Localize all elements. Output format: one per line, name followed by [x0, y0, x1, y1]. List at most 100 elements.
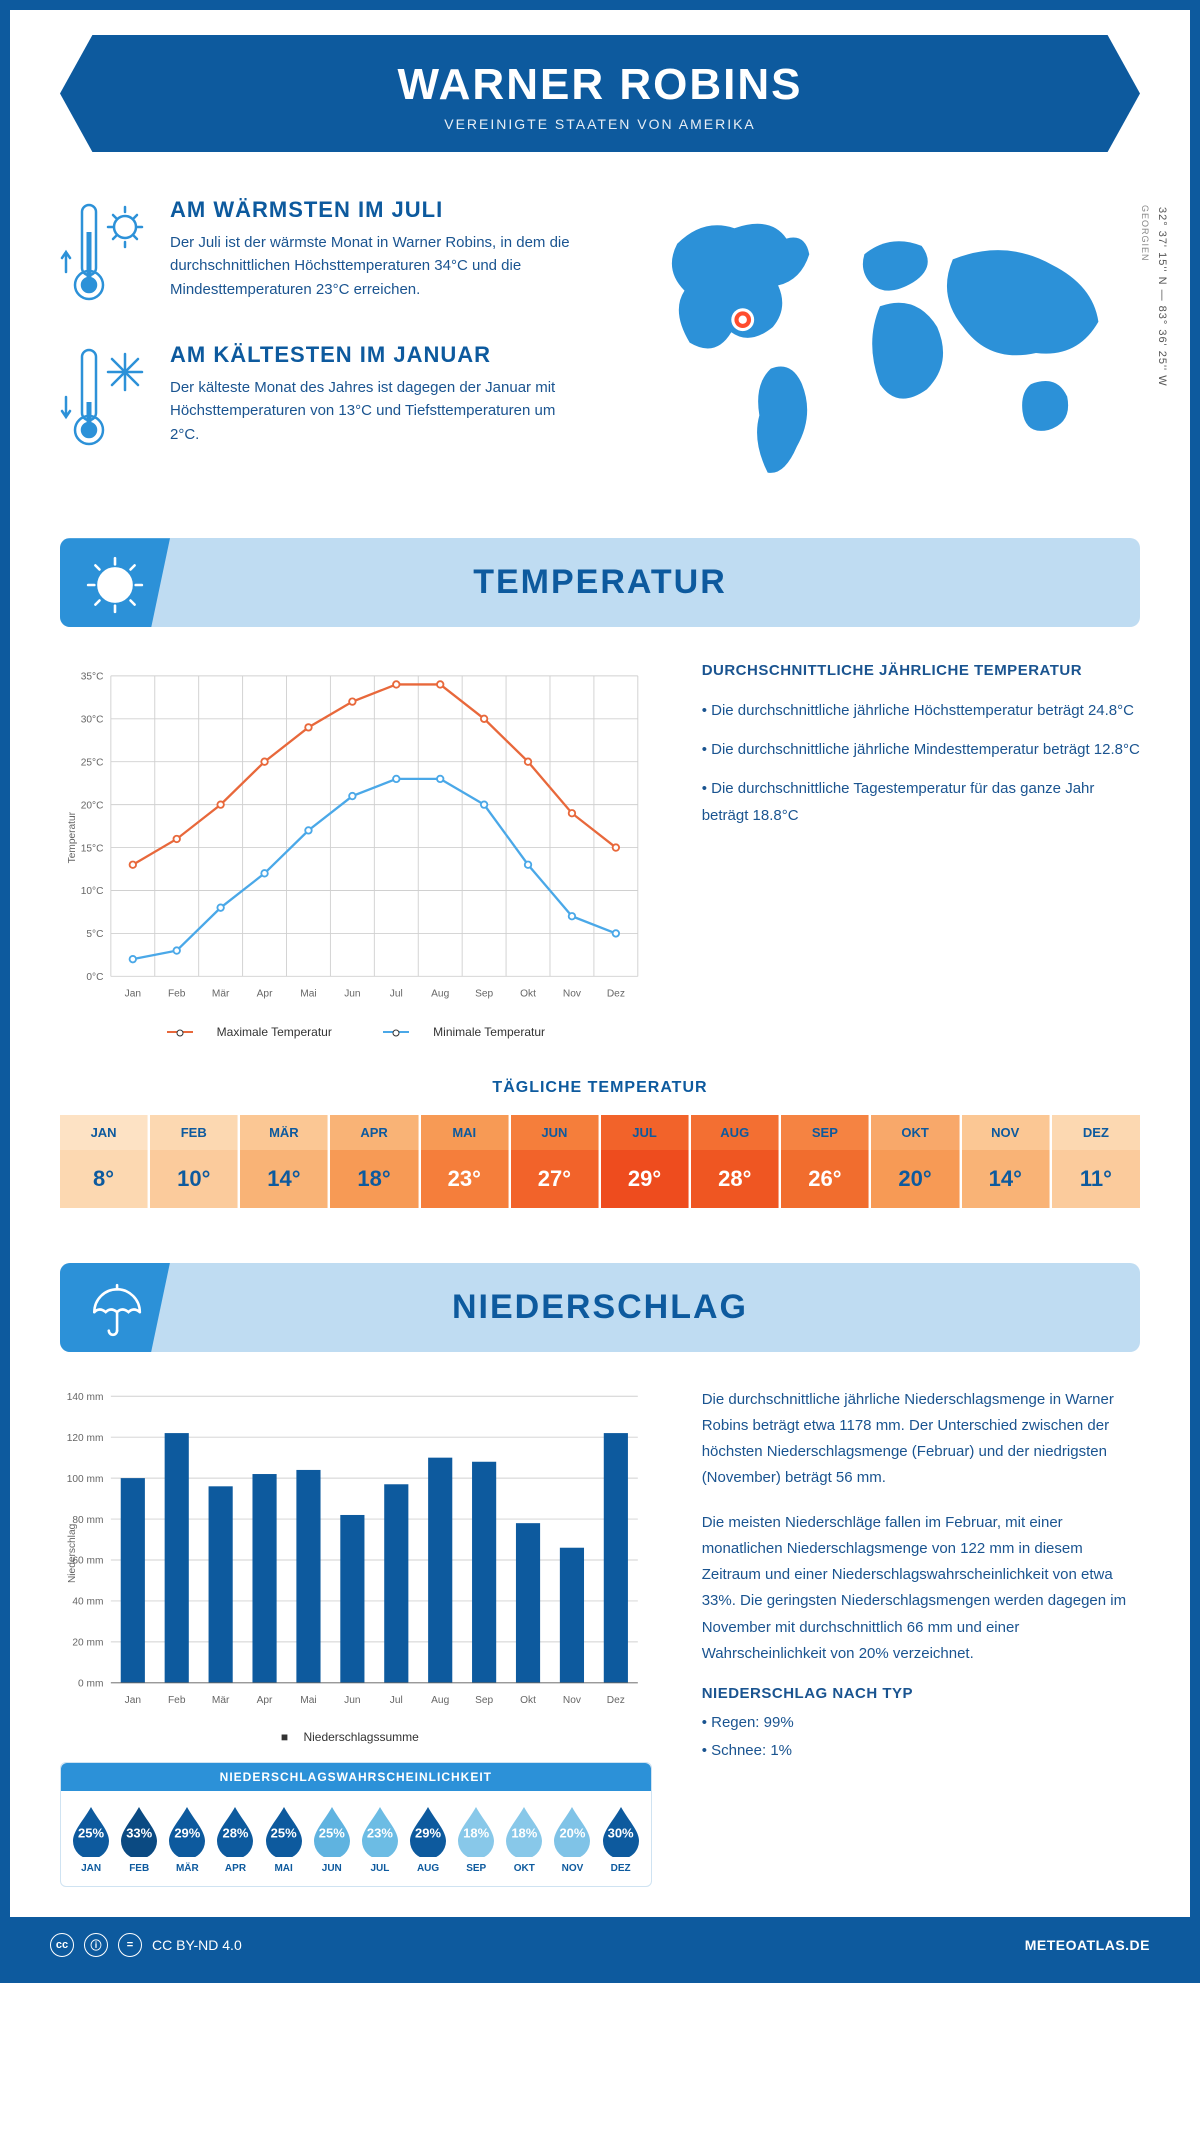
site-name: METEOATLAS.DE [1025, 1937, 1150, 1953]
daily-temp-value: 14° [962, 1150, 1050, 1208]
prob-cell: 25%JAN [69, 1803, 113, 1874]
prob-cell: 30%DEZ [599, 1803, 643, 1874]
cc-icon: cc [50, 1933, 74, 1957]
svg-text:Aug: Aug [431, 989, 449, 1000]
daily-temp-value: 27° [511, 1150, 599, 1208]
month-header: AUG [691, 1115, 779, 1150]
svg-text:Dez: Dez [607, 989, 625, 1000]
month-header: MÄR [240, 1115, 328, 1150]
header: WARNER ROBINS VEREINIGTE STAATEN VON AME… [60, 35, 1140, 152]
svg-text:0°C: 0°C [86, 972, 103, 983]
coords-label: 32° 37' 15'' N — 83° 36' 25'' W [1156, 207, 1168, 387]
svg-text:Mai: Mai [300, 989, 316, 1000]
prob-cell: 18%SEP [454, 1803, 498, 1874]
nd-icon: = [118, 1933, 142, 1957]
world-map: GEORGIEN 32° 37' 15'' N — 83° 36' 25'' W [620, 197, 1140, 493]
intro-section: AM WÄRMSTEN IM JULI Der Juli ist der wär… [60, 197, 1140, 493]
drop-icon: 30% [599, 1803, 643, 1857]
svg-text:35°C: 35°C [81, 672, 104, 683]
daily-temp-value: 8° [60, 1150, 148, 1208]
daily-temp-value: 20° [871, 1150, 959, 1208]
prob-cell: 29%MÄR [165, 1803, 209, 1874]
drop-icon: 29% [406, 1803, 450, 1857]
drop-icon: 29% [165, 1803, 209, 1857]
svg-text:Jan: Jan [125, 989, 141, 1000]
daily-temp-value-row: 8°10°14°18°23°27°29°28°26°20°14°11° [60, 1150, 1140, 1208]
daily-temp-value: 14° [240, 1150, 328, 1208]
prob-cell: 18%OKT [502, 1803, 546, 1874]
thermometer-hot-icon [60, 197, 150, 307]
svg-text:Jun: Jun [344, 1695, 360, 1706]
drop-icon: 23% [358, 1803, 402, 1857]
by-icon: ⓘ [84, 1933, 108, 1957]
svg-text:Aug: Aug [431, 1695, 449, 1706]
svg-text:120 mm: 120 mm [67, 1432, 104, 1443]
svg-text:15°C: 15°C [81, 843, 104, 854]
svg-text:Okt: Okt [520, 989, 536, 1000]
month-header: DEZ [1052, 1115, 1140, 1150]
daily-temp-value: 26° [781, 1150, 869, 1208]
svg-text:Jun: Jun [344, 989, 360, 1000]
prob-cell: 25%JUN [310, 1803, 354, 1874]
svg-text:Okt: Okt [520, 1695, 536, 1706]
precip-chart: 0 mm20 mm40 mm60 mm80 mm100 mm120 mm140 … [60, 1387, 652, 1888]
warmest-title: AM WÄRMSTEN IM JULI [170, 197, 580, 223]
svg-text:20°C: 20°C [81, 801, 104, 812]
precip-aside: Die durchschnittliche jährliche Niedersc… [702, 1387, 1140, 1888]
svg-text:30°C: 30°C [81, 715, 104, 726]
drop-icon: 33% [117, 1803, 161, 1857]
temp-legend: Maximale Temperatur Minimale Temperatur [60, 1025, 652, 1039]
warmest-text: Der Juli ist der wärmste Monat in Warner… [170, 231, 580, 301]
license-text: CC BY-ND 4.0 [152, 1937, 242, 1953]
daily-temp-value: 11° [1052, 1150, 1140, 1208]
daily-temp-value: 18° [330, 1150, 418, 1208]
svg-text:Nov: Nov [563, 1695, 582, 1706]
prob-cell: 20%NOV [550, 1803, 594, 1874]
world-map-svg [620, 197, 1140, 488]
svg-text:10°C: 10°C [81, 886, 104, 897]
month-header: MAI [421, 1115, 509, 1150]
drop-icon: 18% [454, 1803, 498, 1857]
title-banner: WARNER ROBINS VEREINIGTE STAATEN VON AME… [60, 35, 1140, 152]
umbrella-icon [60, 1263, 170, 1352]
month-header: OKT [871, 1115, 959, 1150]
svg-text:Feb: Feb [168, 989, 186, 1000]
region-label: GEORGIEN [1140, 205, 1150, 262]
daily-temp-value: 10° [150, 1150, 238, 1208]
section-banner-precip: NIEDERSCHLAG [60, 1263, 1140, 1352]
svg-text:Jul: Jul [390, 1695, 403, 1706]
daily-temp-header-row: JANFEBMÄRAPRMAIJUNJULAUGSEPOKTNOVDEZ [60, 1115, 1140, 1150]
coldest-block: AM KÄLTESTEN IM JANUAR Der kälteste Mona… [60, 342, 580, 452]
thermometer-cold-icon [60, 342, 150, 452]
drop-icon: 25% [69, 1803, 113, 1857]
coldest-text: Der kälteste Monat des Jahres ist dagege… [170, 376, 580, 446]
month-header: JUN [511, 1115, 599, 1150]
prob-title: NIEDERSCHLAGSWAHRSCHEINLICHKEIT [61, 1763, 651, 1791]
svg-text:Nov: Nov [563, 989, 582, 1000]
drop-icon: 20% [550, 1803, 594, 1857]
svg-text:5°C: 5°C [86, 929, 103, 940]
svg-text:Niederschlag: Niederschlag [67, 1523, 78, 1582]
svg-text:20 mm: 20 mm [72, 1637, 103, 1648]
svg-text:140 mm: 140 mm [67, 1391, 104, 1402]
month-header: JUL [601, 1115, 689, 1150]
svg-text:Dez: Dez [607, 1695, 625, 1706]
coldest-title: AM KÄLTESTEN IM JANUAR [170, 342, 580, 368]
month-header: JAN [60, 1115, 148, 1150]
prob-cell: 29%AUG [406, 1803, 450, 1874]
temp-aside: DURCHSCHNITTLICHE JÄHRLICHE TEMPERATUR •… [702, 662, 1140, 1038]
aside-title: DURCHSCHNITTLICHE JÄHRLICHE TEMPERATUR [702, 662, 1140, 679]
daily-temp-value: 29° [601, 1150, 689, 1208]
drop-icon: 25% [310, 1803, 354, 1857]
page-title: WARNER ROBINS [70, 60, 1130, 110]
svg-text:100 mm: 100 mm [67, 1473, 104, 1484]
section-banner-temp: TEMPERATUR [60, 538, 1140, 627]
svg-text:Jul: Jul [390, 989, 403, 1000]
drop-icon: 18% [502, 1803, 546, 1857]
drop-icon: 25% [262, 1803, 306, 1857]
warmest-block: AM WÄRMSTEN IM JULI Der Juli ist der wär… [60, 197, 580, 307]
svg-text:Feb: Feb [168, 1695, 186, 1706]
prob-cell: 33%FEB [117, 1803, 161, 1874]
svg-text:Jan: Jan [125, 1695, 141, 1706]
section-title-temp: TEMPERATUR [473, 563, 727, 601]
